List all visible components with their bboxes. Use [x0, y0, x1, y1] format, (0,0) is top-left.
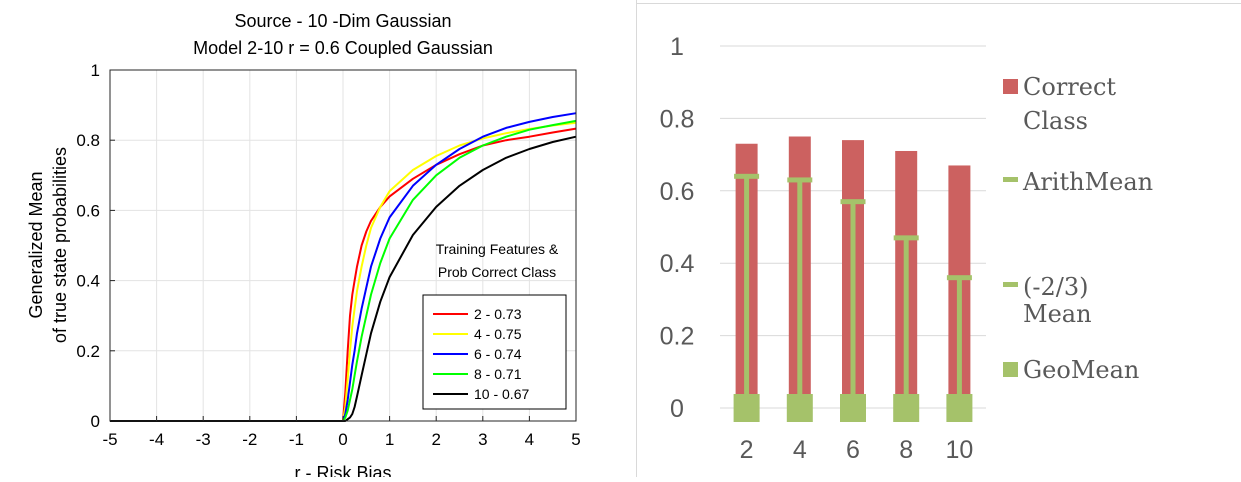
legend-swatch-minus — [1003, 282, 1018, 287]
left-ytick-label: 0.2 — [76, 342, 100, 361]
left-xtick-label: 1 — [385, 430, 394, 449]
arith-mean-marker — [946, 275, 972, 281]
left-chart: Source - 10 -Dim Gaussian Model 2-10 r =… — [0, 0, 620, 482]
geo-mean-marker — [786, 394, 813, 422]
left-xtick-label: 2 — [431, 430, 440, 449]
left-xtick-label: -2 — [242, 430, 257, 449]
geo-mean-marker — [946, 394, 973, 422]
legend-label-6: 6 - 0.74 — [474, 346, 522, 362]
right-legend: Correct Class ArithMean (-2/3) Mean GeoM… — [1003, 73, 1153, 384]
legend-label-10: 10 - 0.67 — [474, 386, 529, 402]
left-xtick-label: -1 — [289, 430, 304, 449]
legend-label-8: 8 - 0.71 — [474, 366, 522, 382]
left-legend: 2 - 0.73 4 - 0.75 6 - 0.74 8 - 0.71 10 -… — [422, 294, 567, 410]
minus-two-thirds-mean-stem — [744, 176, 750, 405]
legend-swatch-geo — [1003, 362, 1018, 377]
right-xtick-label: 2 — [740, 436, 754, 464]
left-ytick-label: 0.8 — [76, 131, 100, 150]
legend-swatch-arith — [1003, 177, 1018, 182]
geo-mean-marker — [893, 394, 920, 422]
legend-label-4: 4 - 0.75 — [474, 326, 522, 342]
legend-title-line1: Training Features & — [436, 241, 559, 257]
left-ytick-label: 0.4 — [76, 272, 100, 291]
left-xtick-label: -5 — [102, 430, 117, 449]
geo-mean-marker — [733, 394, 760, 422]
right-bars — [733, 136, 973, 422]
arith-mean-marker — [840, 199, 866, 205]
right-ytick-label: 0.8 — [660, 105, 695, 133]
minus-two-thirds-mean-stem — [797, 179, 803, 405]
left-chart-subtitle: Model 2-10 r = 0.6 Coupled Gaussian — [193, 38, 493, 58]
left-ytick-label: 1 — [91, 61, 100, 80]
left-chart-title: Source - 10 -Dim Gaussian — [234, 11, 451, 31]
right-ticks: 0 0.2 0.4 0.6 0.8 1 2 4 6 8 10 — [660, 33, 974, 464]
legend-title-line2: Prob Correct Class — [438, 264, 556, 280]
left-series-line-3 — [110, 119, 577, 422]
right-xtick-label: 8 — [899, 436, 913, 464]
legend-swatch-correct — [1003, 79, 1018, 94]
right-ytick-label: 0.4 — [660, 250, 695, 278]
right-ytick-label: 0.2 — [660, 323, 695, 351]
left-ticks: -5 -4 -3 -2 -1 0 1 2 3 4 5 0 0.2 0.4 0.6 0.8 1 — [76, 61, 580, 449]
left-ylabel-line1: Generalized Mean — [26, 171, 46, 318]
legend-arith: ArithMean — [1022, 168, 1153, 196]
minus-two-thirds-mean-stem — [956, 277, 962, 405]
left-ytick-label: 0 — [91, 412, 100, 431]
left-series-line-1 — [110, 121, 577, 422]
left-ylabel-line2: of true state probabilities — [50, 147, 70, 343]
right-ytick-label: 1 — [670, 33, 684, 61]
left-series-line-2 — [110, 112, 577, 422]
right-ytick-label: 0 — [670, 395, 684, 423]
right-xtick-label: 6 — [846, 436, 860, 464]
left-xtick-label: 3 — [478, 430, 487, 449]
right-xtick-label: 10 — [945, 436, 973, 464]
left-lines — [110, 112, 577, 422]
arith-mean-marker — [787, 177, 813, 183]
arith-mean-marker — [893, 235, 919, 241]
legend-minus-line2: Mean — [1023, 300, 1092, 328]
legend-minus-line1: (-2/3) — [1023, 273, 1088, 301]
left-series-line-0 — [110, 127, 577, 422]
arith-mean-marker — [734, 173, 760, 179]
left-series-line-4 — [110, 135, 577, 422]
left-ytick-label: 0.6 — [76, 201, 100, 220]
right-chart-svg: 0 0.2 0.4 0.6 0.8 1 2 4 6 8 10 Correct Class Arith… — [636, 0, 1241, 477]
legend-correct-line2: Class — [1023, 107, 1088, 135]
legend-geo: GeoMean — [1023, 356, 1139, 384]
right-ytick-label: 0.6 — [660, 178, 695, 206]
left-xtick-label: 0 — [338, 430, 347, 449]
left-xtick-label: -4 — [149, 430, 164, 449]
geo-mean-marker — [840, 394, 866, 422]
left-chart-svg: Source - 10 -Dim Gaussian Model 2-10 r =… — [26, 11, 581, 482]
left-xtick-label: 5 — [571, 430, 580, 449]
minus-two-thirds-mean-stem — [903, 237, 909, 405]
right-xtick-label: 4 — [793, 436, 807, 464]
legend-correct-line1: Correct — [1023, 73, 1116, 101]
left-xlabel: r - Risk Bias — [294, 463, 391, 477]
right-chart: 0 0.2 0.4 0.6 0.8 1 2 4 6 8 10 Correct Class Arith… — [636, 0, 1241, 477]
left-xtick-label: -3 — [196, 430, 211, 449]
legend-label-2: 2 - 0.73 — [474, 306, 522, 322]
minus-two-thirds-mean-stem — [850, 201, 856, 405]
left-xtick-label: 4 — [525, 430, 534, 449]
